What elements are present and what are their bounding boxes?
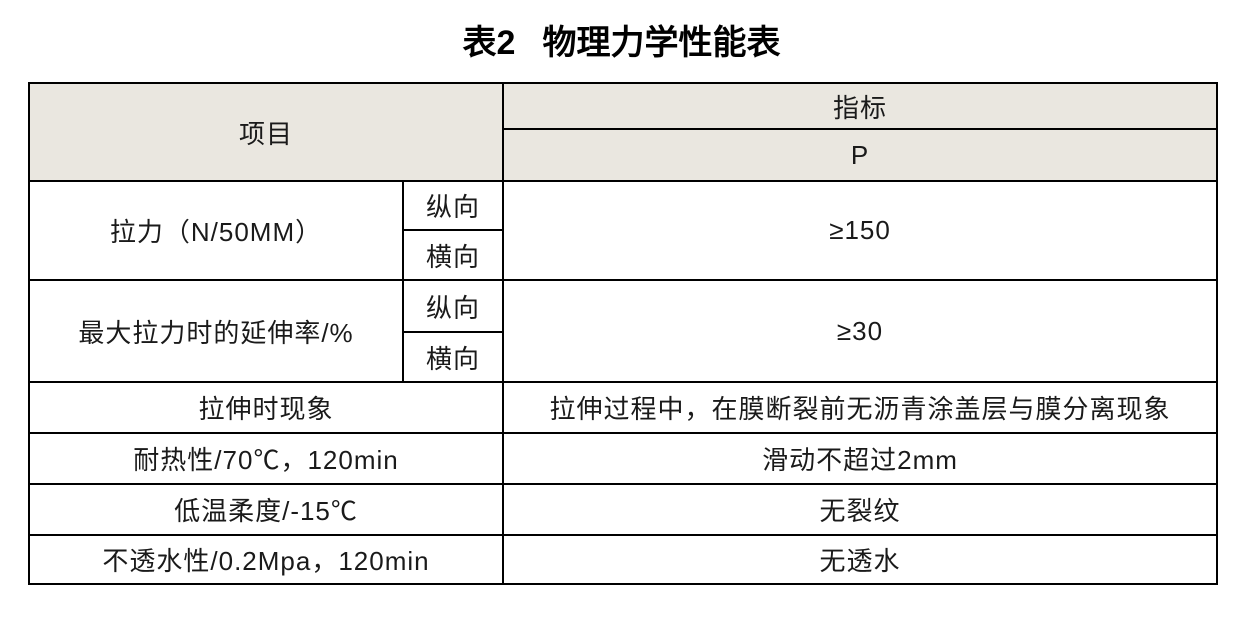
header-cell-item: 项目 [27,82,505,182]
row-impermeability-item: 不透水性/0.2Mpa，120min [27,534,505,585]
row-elongation-direction-longitudinal: 纵向 [401,279,505,333]
row-elongation-item: 最大拉力时的延伸率/% [28,279,404,383]
row-elongation-value: ≥30 [502,279,1219,383]
row-elongation-direction-transverse: 横向 [401,331,505,383]
row-heat-resistance-value: 滑动不超过2mm [502,432,1219,485]
row-tensile-force-direction-longitudinal: 纵向 [401,180,505,231]
table-title-text: 物理力学性能表 [542,24,781,62]
header-cell-grade: P [502,128,1219,182]
row-low-temp-flexibility-item: 低温柔度/-15℃ [27,483,505,536]
row-stretch-phenomenon-value: 拉伸过程中，在膜断裂前无沥青涂盖层与膜分离现象 [502,381,1219,434]
row-tensile-force-item: 拉力（N/50MM） [28,180,404,281]
row-low-temp-flexibility-value: 无裂纹 [502,483,1219,536]
row-tensile-force-value: ≥150 [502,180,1219,281]
header-cell-indicator: 指标 [502,82,1219,130]
table-number-label: 表2 [462,24,516,62]
physical-properties-table: 项目 指标 P 拉力（N/50MM） 纵向 ≥150 横向 最大拉力时的延伸率/… [27,82,1219,585]
row-tensile-force-direction-transverse: 横向 [401,229,505,281]
row-impermeability-value: 无透水 [502,534,1219,585]
table-title: 表2 物理力学性能表 [0,22,1243,64]
row-stretch-phenomenon-item: 拉伸时现象 [27,381,505,434]
row-heat-resistance-item: 耐热性/70℃，120min [27,432,505,485]
